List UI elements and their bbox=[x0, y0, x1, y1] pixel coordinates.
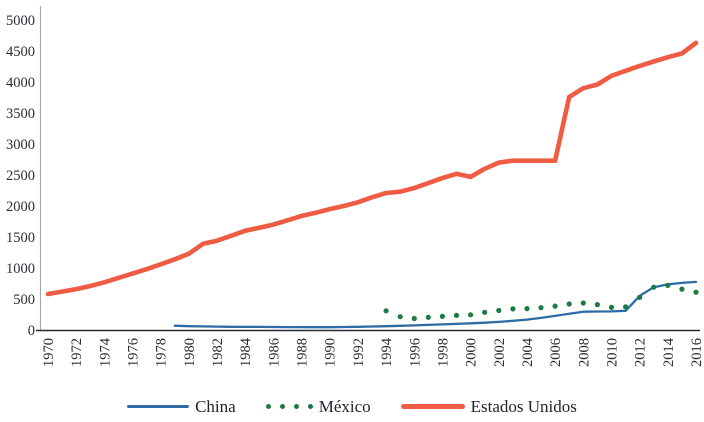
series-mexico-dot bbox=[552, 303, 558, 309]
x-tick-label: 2010 bbox=[604, 338, 620, 367]
series-mexico-dot bbox=[453, 312, 460, 318]
x-tick-label: 1992 bbox=[351, 338, 367, 367]
x-tick-label: 1980 bbox=[182, 338, 198, 367]
series-mexico-dot bbox=[425, 314, 431, 320]
x-tick-label: 1990 bbox=[323, 338, 339, 367]
y-tick-label: 3000 bbox=[6, 137, 35, 153]
y-tick-label: 0 bbox=[28, 323, 35, 339]
y-tick-label: 3500 bbox=[6, 106, 35, 122]
series-mexico-dot bbox=[383, 308, 389, 314]
x-tick-label: 1972 bbox=[69, 338, 85, 367]
x-tick-label: 2012 bbox=[633, 338, 649, 367]
y-tick-label: 500 bbox=[13, 292, 35, 308]
x-tick-label: 1998 bbox=[435, 338, 451, 367]
series-mexico-dot bbox=[397, 314, 403, 320]
y-tick-label: 1000 bbox=[6, 261, 35, 277]
series-mexico-dot bbox=[496, 307, 502, 314]
x-tick-label: 1996 bbox=[407, 338, 423, 367]
x-tick-label: 1986 bbox=[266, 338, 282, 367]
x-tick-label: 2016 bbox=[689, 338, 704, 367]
series-estados-unidos-line bbox=[45, 40, 699, 297]
y-tick-label: 4500 bbox=[6, 44, 35, 60]
y-tick-label: 2000 bbox=[6, 199, 35, 215]
legend-label-china: China bbox=[195, 396, 236, 416]
series-mexico-dot bbox=[665, 282, 671, 288]
x-tick-label: 2004 bbox=[520, 337, 536, 367]
x-tick-label: 1974 bbox=[97, 337, 113, 367]
x-tick-label: 1994 bbox=[379, 337, 395, 367]
series-mexico-dot bbox=[566, 301, 572, 307]
x-tick-label: 1988 bbox=[295, 338, 311, 367]
series-mexico-dot bbox=[679, 286, 685, 292]
x-tick-label: 1976 bbox=[126, 338, 142, 367]
series-mexico-dot bbox=[482, 309, 488, 315]
series-mexico-dot bbox=[623, 304, 629, 310]
mexico-dots-swatch bbox=[265, 403, 313, 409]
series-mexico-dot bbox=[524, 306, 530, 312]
series-mexico-dot bbox=[538, 305, 544, 311]
x-tick-label: 1984 bbox=[238, 337, 254, 367]
series-mexico-dot bbox=[468, 312, 474, 318]
estados-unidos-line-swatch bbox=[400, 403, 465, 409]
series-mexico-dot bbox=[439, 313, 445, 319]
x-tick-label: 2006 bbox=[548, 338, 564, 367]
legend-item-china: China bbox=[127, 398, 236, 415]
y-tick-label: 5000 bbox=[6, 13, 35, 29]
series-mexico-dot bbox=[510, 306, 516, 312]
y-tick-label: 2500 bbox=[6, 168, 35, 184]
series-mexico-dot bbox=[580, 300, 586, 306]
y-tick-label: 1500 bbox=[6, 230, 35, 246]
legend-item-mexico: México bbox=[265, 396, 371, 416]
chart-legend: China México Estados Unidos bbox=[0, 392, 704, 420]
y-tick-label: 4000 bbox=[6, 75, 35, 91]
series-mexico-dot bbox=[594, 302, 601, 308]
series-mexico-dot bbox=[693, 289, 699, 295]
x-tick-label: 1978 bbox=[154, 338, 170, 367]
x-tick-label: 1970 bbox=[41, 338, 57, 367]
series-mexico-dot bbox=[651, 284, 657, 290]
legend-label-mexico: México bbox=[318, 396, 371, 416]
legend-item-estados-unidos: Estados Unidos bbox=[400, 396, 577, 416]
series-mexico-dot bbox=[637, 294, 643, 300]
x-tick-label: 2002 bbox=[492, 338, 508, 367]
x-tick-label: 1982 bbox=[210, 338, 226, 367]
china-line-swatch bbox=[127, 404, 190, 408]
x-tick-label: 2000 bbox=[464, 338, 480, 367]
chart-canvas: 0 500 1000 1500 2000 2500 3000 3500 4000 4500 5000… bbox=[6, 6, 704, 367]
series-mexico-dot bbox=[608, 304, 615, 310]
x-tick-label: 2014 bbox=[661, 337, 677, 367]
x-tick-label: 2008 bbox=[576, 338, 592, 367]
series-china-line bbox=[173, 280, 698, 329]
legend-label-estados-unidos: Estados Unidos bbox=[470, 396, 577, 416]
series-mexico-dot bbox=[411, 315, 417, 322]
